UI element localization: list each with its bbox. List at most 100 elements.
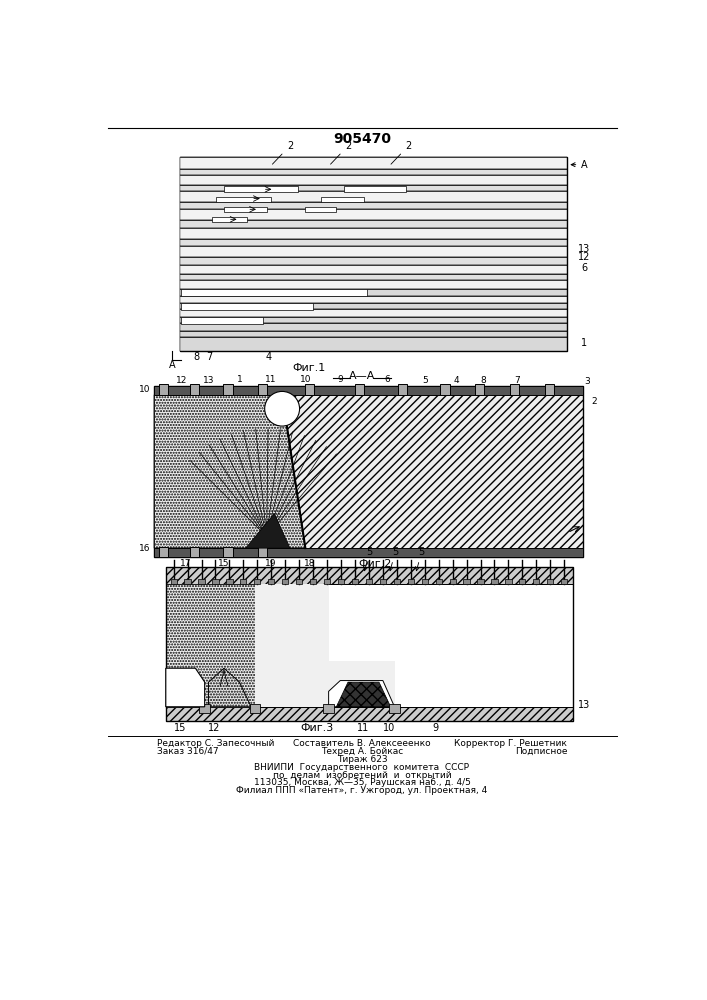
- Bar: [185, 579, 191, 584]
- Bar: [323, 704, 334, 713]
- Text: 16: 16: [139, 544, 151, 553]
- Bar: [180, 323, 567, 331]
- Text: 6: 6: [384, 375, 390, 384]
- Bar: [154, 386, 583, 395]
- Bar: [321, 197, 363, 202]
- Bar: [223, 547, 233, 557]
- Bar: [389, 704, 400, 713]
- Bar: [329, 661, 395, 707]
- Text: 1: 1: [237, 375, 243, 384]
- Bar: [180, 209, 567, 220]
- Text: 12: 12: [578, 252, 590, 262]
- Text: 7: 7: [206, 352, 212, 362]
- Bar: [258, 547, 267, 557]
- Bar: [180, 191, 567, 202]
- Text: 2: 2: [272, 141, 293, 164]
- Bar: [182, 289, 368, 296]
- Bar: [166, 584, 573, 707]
- Text: Редактор С. Запесочный: Редактор С. Запесочный: [156, 739, 274, 748]
- Text: 113035, Москва, Ж—35, Раушская наб., д. 4/5: 113035, Москва, Ж—35, Раушская наб., д. …: [254, 778, 470, 787]
- Bar: [344, 186, 406, 192]
- Bar: [180, 265, 567, 274]
- Polygon shape: [329, 681, 395, 707]
- Text: А: А: [169, 360, 175, 370]
- Bar: [506, 579, 512, 584]
- Bar: [305, 207, 337, 212]
- Ellipse shape: [264, 391, 300, 426]
- Text: 18: 18: [303, 559, 315, 568]
- Bar: [561, 579, 567, 584]
- Bar: [180, 317, 567, 323]
- Bar: [166, 584, 255, 707]
- Bar: [421, 579, 428, 584]
- Bar: [255, 584, 329, 707]
- Bar: [475, 384, 484, 395]
- Bar: [166, 567, 573, 721]
- Bar: [255, 579, 260, 584]
- Bar: [180, 257, 567, 265]
- Bar: [223, 384, 233, 395]
- Bar: [180, 175, 567, 185]
- Text: 3: 3: [584, 377, 590, 386]
- Bar: [180, 228, 567, 239]
- Bar: [464, 579, 469, 584]
- Bar: [282, 579, 288, 584]
- Bar: [226, 579, 233, 584]
- Bar: [545, 384, 554, 395]
- Text: 13: 13: [578, 700, 590, 710]
- Bar: [180, 239, 567, 246]
- Bar: [355, 384, 364, 395]
- Bar: [180, 280, 567, 289]
- Polygon shape: [166, 668, 204, 707]
- Bar: [180, 309, 567, 317]
- Text: 15: 15: [174, 723, 186, 733]
- Polygon shape: [166, 668, 204, 707]
- Text: Филиал ППП «Патент», г. Ужгород, ул. Проектная, 4: Филиал ППП «Патент», г. Ужгород, ул. Про…: [236, 786, 488, 795]
- Bar: [436, 579, 442, 584]
- Text: 13: 13: [578, 244, 590, 254]
- Text: 905470: 905470: [333, 132, 391, 146]
- Text: Техред А. Бойкас: Техред А. Бойкас: [321, 747, 403, 756]
- Bar: [224, 186, 298, 192]
- Text: 10: 10: [139, 385, 151, 394]
- Text: 11: 11: [357, 723, 370, 733]
- Text: 5: 5: [363, 547, 373, 571]
- Bar: [180, 209, 567, 220]
- Bar: [180, 185, 567, 191]
- Bar: [250, 704, 260, 713]
- Bar: [440, 384, 450, 395]
- Bar: [180, 157, 567, 351]
- Bar: [547, 579, 554, 584]
- Bar: [180, 169, 567, 175]
- Text: Подписное: Подписное: [515, 747, 567, 756]
- Bar: [182, 317, 263, 324]
- Text: 13: 13: [203, 376, 214, 385]
- Bar: [180, 246, 567, 257]
- Text: Фиг.3: Фиг.3: [300, 723, 334, 733]
- Bar: [533, 579, 539, 584]
- Text: 2: 2: [391, 141, 411, 164]
- Text: 5: 5: [416, 547, 425, 571]
- Text: 9: 9: [433, 723, 438, 733]
- Polygon shape: [246, 513, 290, 548]
- Text: Составитель В. Алексееенко: Составитель В. Алексееенко: [293, 739, 431, 748]
- Bar: [180, 191, 567, 202]
- Bar: [180, 274, 567, 280]
- Text: 2: 2: [592, 397, 597, 406]
- Bar: [212, 579, 218, 584]
- Bar: [305, 384, 314, 395]
- Text: 17: 17: [180, 559, 191, 568]
- Bar: [324, 579, 330, 584]
- Text: 12: 12: [208, 723, 220, 733]
- Bar: [180, 280, 567, 289]
- Bar: [180, 220, 567, 228]
- Bar: [166, 567, 573, 584]
- Bar: [159, 384, 168, 395]
- Bar: [491, 579, 498, 584]
- Bar: [180, 317, 567, 323]
- Bar: [180, 323, 567, 331]
- Bar: [180, 246, 567, 257]
- Bar: [352, 579, 358, 584]
- Text: 10: 10: [383, 723, 395, 733]
- Polygon shape: [154, 395, 305, 548]
